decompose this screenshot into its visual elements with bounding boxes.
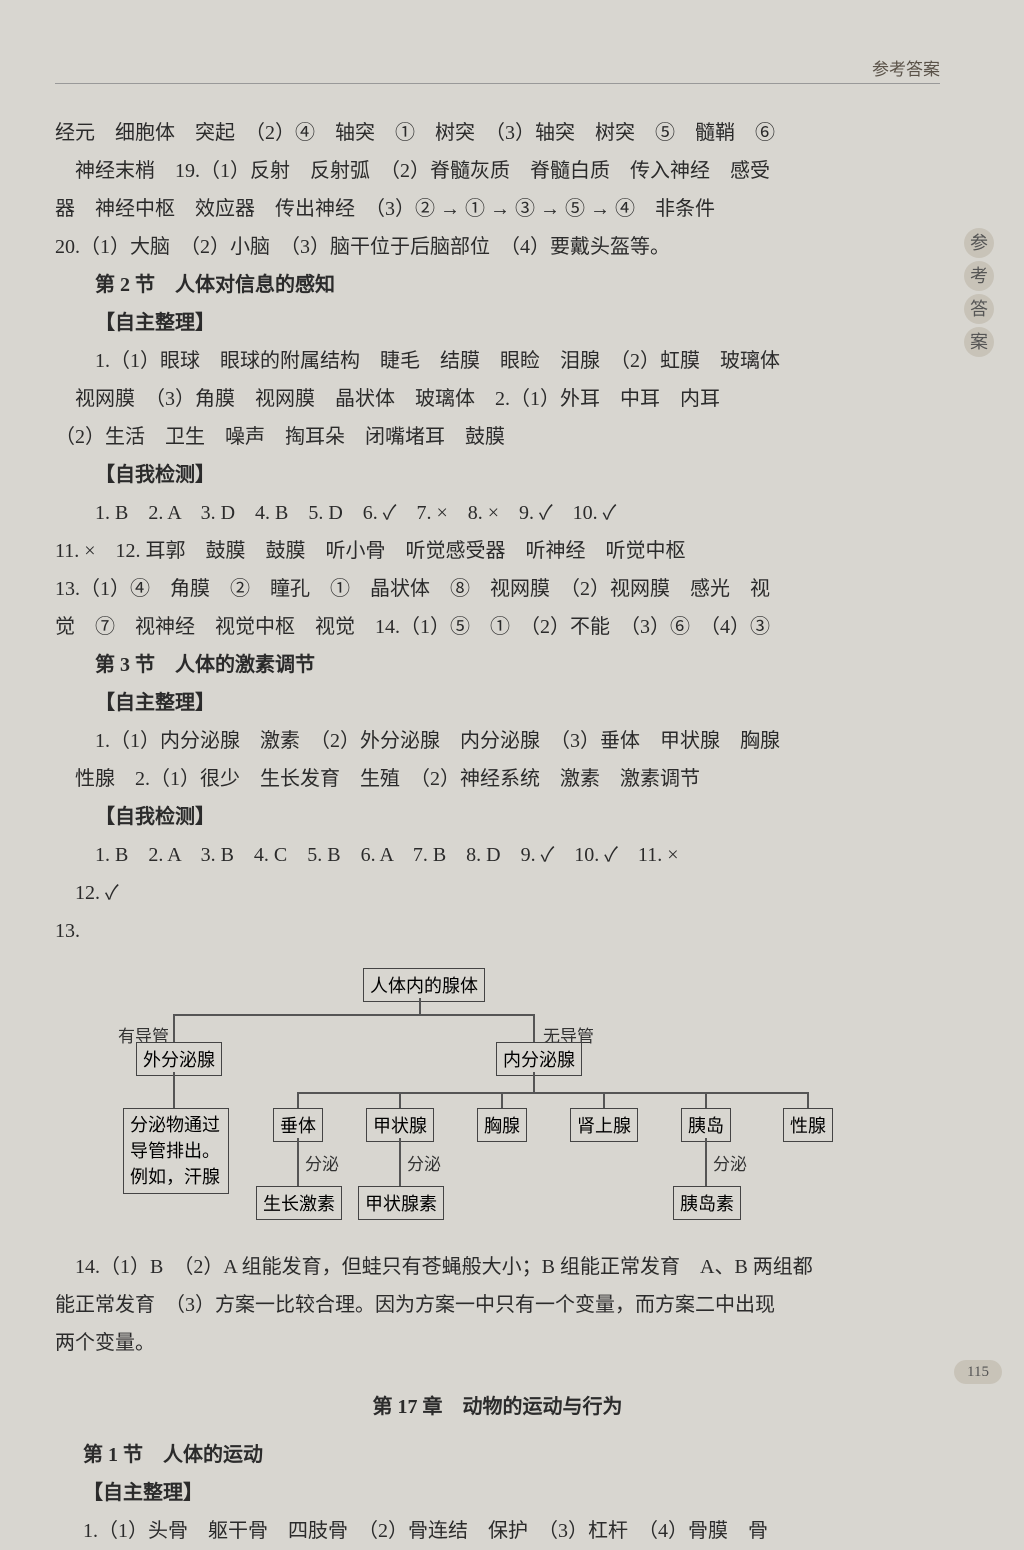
line: 1.（1）头骨 躯干骨 四肢骨 （2）骨连结 保护 （3）杠杆 （4）骨膜 骨 xyxy=(55,1512,940,1550)
edge-label: 分泌 xyxy=(407,1150,441,1175)
node-bottom: 甲状腺素 xyxy=(358,1186,444,1220)
line: （2）生活 卫生 噪声 掏耳朵 闭嘴堵耳 鼓膜 xyxy=(55,418,940,456)
node-left: 外分泌腺 xyxy=(136,1042,222,1076)
line: 性腺 2.（1）很少 生长发育 生殖 （2）神经系统 激素 激素调节 xyxy=(55,760,940,798)
sidebar-char: 案 xyxy=(964,327,994,357)
chapter-title: 第 17 章 动物的运动与行为 xyxy=(55,1388,940,1426)
line: 1.（1）内分泌腺 激素 （2）外分泌腺 内分泌腺 （3）垂体 甲状腺 胸腺 xyxy=(55,722,940,760)
t: 导管排出。 xyxy=(130,1141,220,1161)
body-text: 经元 细胞体 突起 （2）④ 轴突 ① 树突 （3）轴突 树突 ⑤ 髓鞘 ⑥ 神… xyxy=(55,114,940,1550)
sidebar-tab: 参 考 答 案 xyxy=(962,225,996,360)
node-child: 胸腺 xyxy=(477,1108,527,1142)
line: 神经末梢 19.（1）反射 反射弧 （2）脊髓灰质 脊髓白质 传入神经 感受 xyxy=(55,152,940,190)
line: 两个变量。 xyxy=(55,1324,940,1362)
sidebar-char: 答 xyxy=(964,294,994,324)
node-note: 分泌物通过 导管排出。 例如，汗腺 xyxy=(123,1108,229,1194)
section-title: 第 3 节 人体的激素调节 xyxy=(55,646,940,684)
line: 视网膜 （3）角膜 视网膜 晶状体 玻璃体 2.（1）外耳 中耳 内耳 xyxy=(55,380,940,418)
node-child: 性腺 xyxy=(783,1108,833,1142)
gland-diagram: 人体内的腺体 有导管 无导管 外分泌腺 内分泌腺 分泌物通过 导管排出。 例如，… xyxy=(83,968,843,1236)
subhead: 【自主整理】 xyxy=(55,304,940,342)
section-title: 第 2 节 人体对信息的感知 xyxy=(55,266,940,304)
line: 14.（1）B （2）A 组能发育，但蛙只有苍蝇般大小；B 组能正常发育 A、B… xyxy=(55,1248,940,1286)
header-label: 参考答案 xyxy=(55,55,940,84)
line: 13. xyxy=(55,912,940,950)
node-child: 垂体 xyxy=(273,1108,323,1142)
line: 1.（1）眼球 眼球的附属结构 睫毛 结膜 眼睑 泪腺 （2）虹膜 玻璃体 xyxy=(55,342,940,380)
line: 11. × 12. 耳郭 鼓膜 鼓膜 听小骨 听觉感受器 听神经 听觉中枢 xyxy=(55,532,940,570)
t: 分泌物通过 xyxy=(130,1115,220,1135)
node-root: 人体内的腺体 xyxy=(363,968,485,1002)
line: 20.（1）大脑 （2）小脑 （3）脑干位于后脑部位 （4）要戴头盔等。 xyxy=(55,228,940,266)
line: 1. B 2. A 3. B 4. C 5. B 6. A 7. B 8. D … xyxy=(55,836,940,874)
sidebar-char: 参 xyxy=(964,228,994,258)
node-bottom: 生长激素 xyxy=(256,1186,342,1220)
line: 13.（1）④ 角膜 ② 瞳孔 ① 晶状体 ⑧ 视网膜 （2）视网膜 感光 视 xyxy=(55,570,940,608)
edge-label: 分泌 xyxy=(713,1150,747,1175)
subhead: 【自主整理】 xyxy=(55,1474,940,1512)
subhead: 【自我检测】 xyxy=(55,456,940,494)
line: 能正常发育 （3）方案一比较合理。因为方案一中只有一个变量，而方案二中出现 xyxy=(55,1286,940,1324)
line: 觉 ⑦ 视神经 视觉中枢 视觉 14.（1）⑤ ① （2）不能 （3）⑥ （4）… xyxy=(55,608,940,646)
node-bottom: 胰岛素 xyxy=(673,1186,741,1220)
t: 例如，汗腺 xyxy=(130,1167,220,1187)
subhead: 【自我检测】 xyxy=(55,798,940,836)
node-child: 胰岛 xyxy=(681,1108,731,1142)
node-child: 甲状腺 xyxy=(366,1108,434,1142)
page-number: 115 xyxy=(954,1360,1002,1384)
line: 12. ✓ xyxy=(55,874,940,912)
node-child: 肾上腺 xyxy=(570,1108,638,1142)
subhead: 【自主整理】 xyxy=(55,684,940,722)
section-title: 第 1 节 人体的运动 xyxy=(55,1436,940,1474)
node-right: 内分泌腺 xyxy=(496,1042,582,1076)
line: 1. B 2. A 3. D 4. B 5. D 6. ✓ 7. × 8. × … xyxy=(55,494,940,532)
sidebar-char: 考 xyxy=(964,261,994,291)
line: 器 神经中枢 效应器 传出神经 （3）② → ① → ③ → ⑤ → ④ 非条件 xyxy=(55,190,940,228)
line: 经元 细胞体 突起 （2）④ 轴突 ① 树突 （3）轴突 树突 ⑤ 髓鞘 ⑥ xyxy=(55,114,940,152)
edge-label: 分泌 xyxy=(305,1150,339,1175)
